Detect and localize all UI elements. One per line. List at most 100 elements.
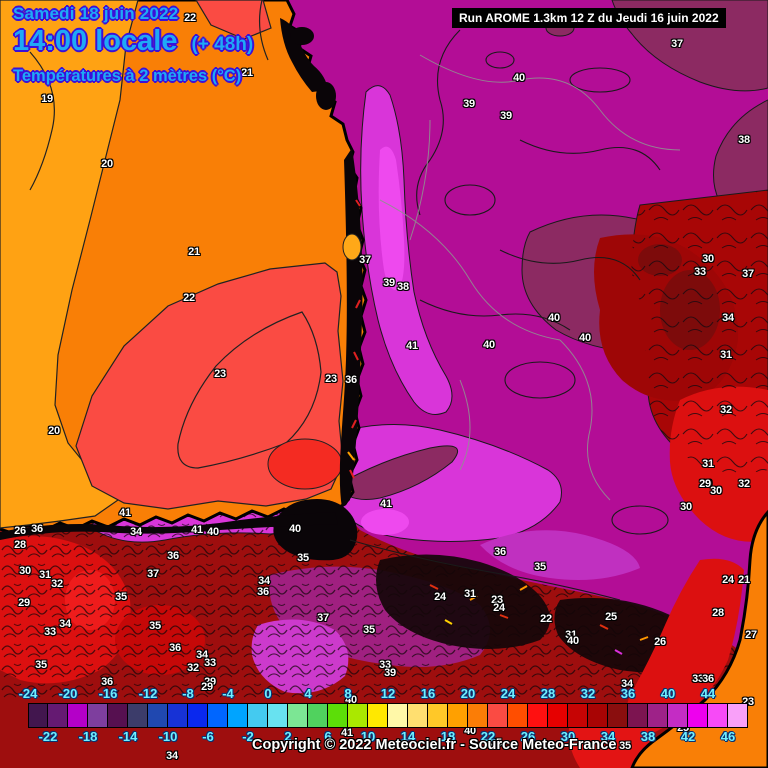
colorbar [28, 703, 748, 728]
colorbar-tick-label: -24 [18, 686, 38, 701]
colorbar-tick-label: 26 [520, 729, 536, 744]
temperature-value-label: 21 [188, 246, 200, 258]
temperature-value-label: 25 [605, 611, 617, 623]
colorbar-swatch [208, 703, 228, 728]
colorbar-swatch [348, 703, 368, 728]
colorbar-swatch [268, 703, 288, 728]
colorbar-swatch [668, 703, 688, 728]
temperature-value-label: 29 [700, 478, 712, 490]
temperature-value-label: 39 [500, 110, 512, 122]
temperature-value-label: 31 [39, 569, 51, 581]
colorbar-swatch [168, 703, 188, 728]
temperature-value-label: 39 [463, 98, 475, 110]
temperature-value-label: 21 [738, 574, 750, 586]
date-label: Samedi 18 juin 2022 [13, 4, 179, 23]
temperature-value-label: 38 [738, 134, 750, 146]
temperature-value-label: 35 [35, 659, 47, 671]
temperature-value-label: 34 [722, 312, 734, 324]
temperature-value-label: 24 [722, 574, 734, 586]
temperature-value-label: 29 [204, 676, 216, 688]
colorbar-swatch [388, 703, 408, 728]
temperature-value-label: 33 [379, 659, 391, 671]
temperature-value-label: 30 [702, 253, 714, 265]
temperature-value-label: 28 [14, 539, 26, 551]
temperature-value-label: 37 [742, 268, 754, 280]
temperature-value-label: 40 [289, 523, 301, 535]
temperature-value-label: 37 [359, 254, 371, 266]
colorbar-tick-label: -6 [202, 729, 214, 744]
temperature-value-label: 36 [494, 546, 506, 558]
atlantic-sea [0, 0, 368, 535]
colorbar-swatch [228, 703, 248, 728]
colorbar-tick-label: -18 [78, 729, 98, 744]
colorbar-swatch [68, 703, 88, 728]
temperature-value-label: 32 [187, 662, 199, 674]
colorbar-tick-label: 2 [284, 729, 292, 744]
colorbar-swatch [688, 703, 708, 728]
temperature-value-label: 41 [406, 340, 418, 352]
temperature-value-label: 29 [699, 478, 711, 490]
temperature-value-label: 23 [742, 696, 754, 708]
colorbar-tick-label: 0 [264, 686, 272, 701]
colorbar-swatch [128, 703, 148, 728]
temperature-value-label: 31 [720, 349, 732, 361]
temperature-value-label: 20 [101, 158, 113, 170]
temperature-value-label: 39 [384, 667, 396, 679]
temperature-value-label: 24 [434, 591, 446, 603]
temperature-value-label: 40 [579, 332, 591, 344]
colorbar-swatch [88, 703, 108, 728]
temperature-value-label: 26 [14, 525, 26, 537]
temperature-value-label: 34 [130, 526, 142, 538]
temperature-value-label: 41 [191, 524, 203, 536]
forecast-offset-label: (+ 48h) [191, 33, 254, 55]
temperature-value-label: 40 [548, 312, 560, 324]
colorbar-swatch [368, 703, 388, 728]
colorbar-swatch [508, 703, 528, 728]
time-label: 14:00 locale [13, 24, 178, 57]
temperature-value-label: 40 [513, 72, 525, 84]
colorbar-tick-label: 22 [480, 729, 496, 744]
colorbar-swatch [468, 703, 488, 728]
colorbar-tick-label: 14 [400, 729, 416, 744]
colorbar-tick-label: 34 [600, 729, 616, 744]
colorbar-tick-label: -10 [158, 729, 178, 744]
colorbar-tick-label: 10 [360, 729, 376, 744]
temperature-value-label: 35 [534, 561, 546, 573]
temperature-value-label: 23 [325, 373, 337, 385]
colorbar-swatch [48, 703, 68, 728]
copyright-label: Copyright © 2022 Meteociel.fr - Source M… [252, 737, 617, 753]
colorbar-tick-label: -12 [138, 686, 158, 701]
colorbar-swatch [28, 703, 48, 728]
colorbar-swatch [488, 703, 508, 728]
parameter-label: Températures à 2 mètres (°C) [13, 67, 242, 86]
colorbar-swatch [648, 703, 668, 728]
colorbar-swatch [528, 703, 548, 728]
colorbar-tick-label: 8 [344, 686, 352, 701]
temperature-value-label: 38 [397, 281, 409, 293]
colorbar-tick-label: 24 [500, 686, 516, 701]
temperature-value-label: 32 [738, 478, 750, 490]
colorbar-swatch [248, 703, 268, 728]
colorbar-swatch [288, 703, 308, 728]
coast-clusters [0, 18, 363, 561]
temperature-value-label: 34 [166, 750, 178, 762]
temperature-value-label: 40 [483, 339, 495, 351]
temperature-value-label: 32 [51, 578, 63, 590]
temperature-value-label: 32 [720, 404, 732, 416]
temperature-value-label: 34 [258, 575, 270, 587]
temperature-value-label: 36 [101, 676, 113, 688]
temperature-value-label: 36 [167, 550, 179, 562]
map-header: Samedi 18 juin 2022 14:00 locale (+ 48h)… [13, 5, 253, 86]
colorbar-swatch [708, 703, 728, 728]
temperature-value-label: 41 [380, 498, 392, 510]
colorbar-tick-label: -2 [242, 729, 254, 744]
temperature-value-label: 30 [710, 485, 722, 497]
temperature-value-label: 37 [147, 568, 159, 580]
colorbar-swatch [608, 703, 628, 728]
temperature-value-label: 33 [694, 266, 706, 278]
admin-borders [379, 54, 681, 501]
temperature-value-label: 22 [184, 12, 196, 24]
